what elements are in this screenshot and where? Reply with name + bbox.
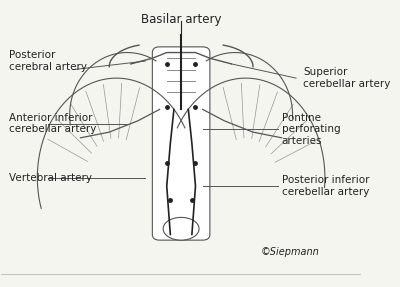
Text: Pontine
perforating
arteries: Pontine perforating arteries: [282, 113, 340, 146]
Text: Posterior
cerebral artery: Posterior cerebral artery: [8, 50, 86, 72]
Text: Posterior inferior
cerebellar artery: Posterior inferior cerebellar artery: [282, 175, 369, 197]
Text: Basilar artery: Basilar artery: [141, 13, 221, 26]
Text: Superior
cerebellar artery: Superior cerebellar artery: [303, 67, 391, 89]
Ellipse shape: [163, 217, 199, 240]
Text: ©Siepmann: ©Siepmann: [260, 247, 319, 257]
Text: Vertebral artery: Vertebral artery: [8, 172, 92, 183]
Text: Anterior inferior
cerebellar artery: Anterior inferior cerebellar artery: [8, 113, 96, 134]
FancyBboxPatch shape: [152, 47, 210, 240]
